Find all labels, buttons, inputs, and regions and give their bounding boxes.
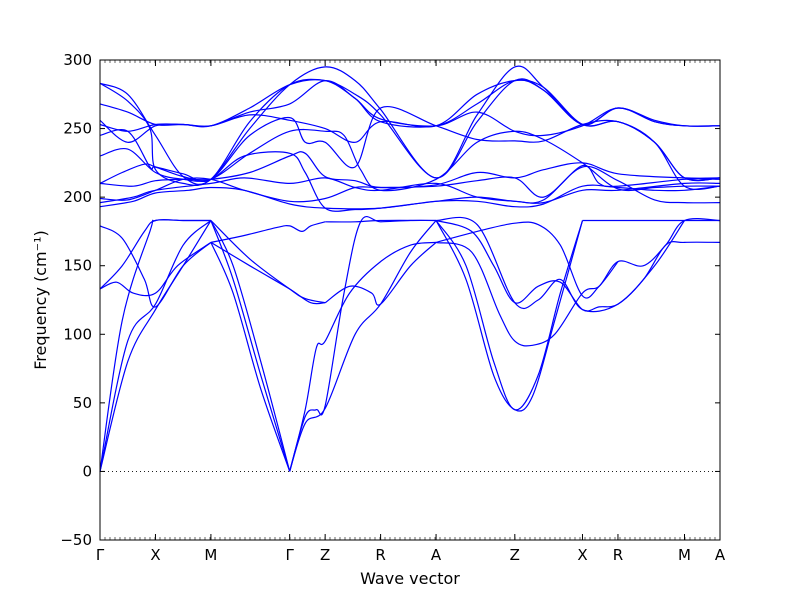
- band-line: [99, 220, 212, 472]
- x-tick-label: A: [431, 546, 442, 564]
- y-axis-ticks: −50 0 50 100 150 200 250 300: [60, 51, 720, 549]
- y-tick-label: 200: [63, 188, 92, 206]
- band-lines: [99, 65, 721, 472]
- band-line: [99, 78, 721, 186]
- band-line: [289, 220, 437, 472]
- band-line: [210, 242, 291, 472]
- x-tick-label: A: [715, 546, 726, 564]
- x-tick-label: Z: [510, 546, 520, 564]
- band-line: [99, 225, 212, 308]
- band-line: [289, 241, 437, 472]
- band-line: [99, 241, 212, 297]
- band-line: [435, 221, 619, 299]
- x-tick-label: Γ: [285, 546, 294, 564]
- x-tick-label: X: [577, 546, 587, 564]
- y-tick-label: 0: [82, 462, 92, 480]
- x-tick-label: R: [375, 546, 385, 564]
- band-line: [99, 220, 212, 472]
- x-axis-minor-ticks: [99, 60, 721, 540]
- x-tick-label: M: [204, 546, 217, 564]
- y-tick-label: 100: [63, 325, 92, 343]
- y-tick-label: 300: [63, 51, 92, 69]
- band-line: [99, 106, 721, 183]
- band-line: [99, 79, 721, 137]
- x-tick-label: M: [678, 546, 691, 564]
- band-line: [289, 216, 437, 472]
- x-axis-label: Wave vector: [360, 569, 460, 588]
- plot-area-frame: [99, 59, 721, 541]
- band-line: [99, 219, 211, 290]
- y-axis-label: Frequency (cm⁻¹): [31, 230, 50, 369]
- y-tick-label: 50: [73, 394, 92, 412]
- band-line: [99, 79, 721, 191]
- x-tick-label: Z: [320, 546, 330, 564]
- band-line: [99, 79, 721, 143]
- band-line: [436, 216, 685, 313]
- band-line: [99, 147, 721, 212]
- band-line: [210, 221, 326, 243]
- band-line: [435, 220, 584, 411]
- band-line: [99, 151, 721, 189]
- band-line: [324, 241, 437, 306]
- band-line: [99, 65, 721, 186]
- band-line: [99, 219, 211, 472]
- y-tick-label: −50: [60, 531, 92, 549]
- band-line: [99, 184, 721, 210]
- x-tick-label: X: [150, 546, 160, 564]
- y-tick-label: 250: [63, 120, 92, 138]
- y-tick-label: 150: [63, 257, 92, 275]
- x-tick-label: R: [613, 546, 623, 564]
- band-line: [99, 128, 721, 192]
- band-line: [325, 219, 437, 223]
- x-tick-label: Γ: [96, 546, 105, 564]
- band-line: [210, 220, 326, 304]
- band-line: [210, 220, 291, 472]
- band-line: [210, 220, 291, 472]
